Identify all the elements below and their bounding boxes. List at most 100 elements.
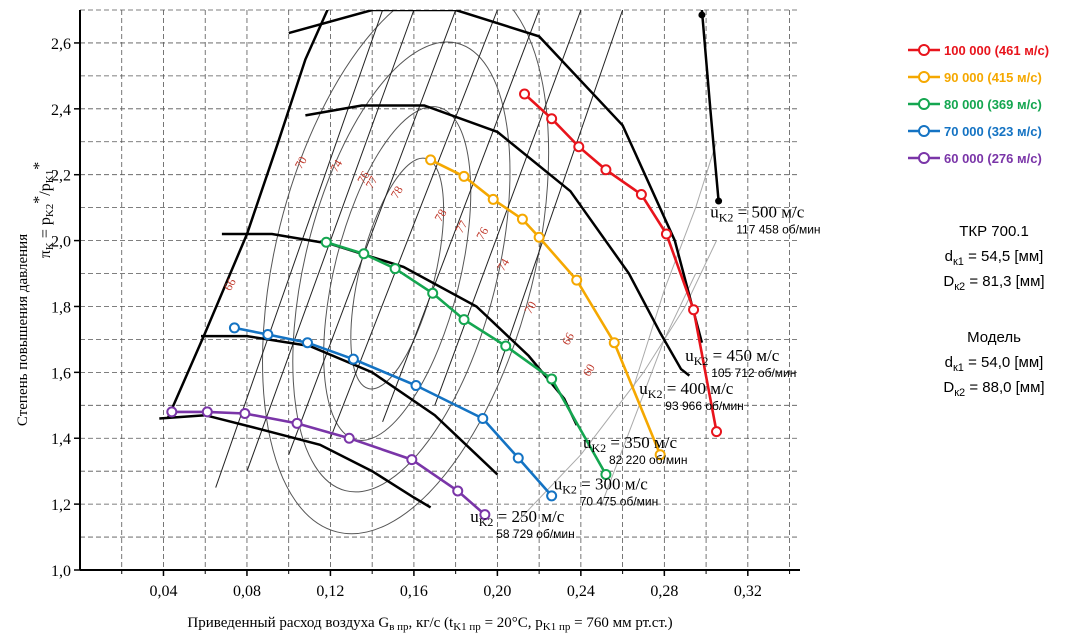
series-point-3 xyxy=(301,337,313,349)
efficiency-label: 78 xyxy=(388,184,406,201)
ticks: 0,04 0,08 0,12 0,16 0,20 0,24 0,28 0,32 1,0 1,2 1,… xyxy=(51,36,791,600)
rpm-annotation: 93 966 об/мин xyxy=(665,399,744,413)
rpm-annotation: 70 475 об/мин xyxy=(580,494,659,508)
legend-label: 90 000 (415 м/с) xyxy=(944,70,1042,85)
speed-annotation: uK2 = 300 м/с xyxy=(554,474,648,496)
series-point-2 xyxy=(389,263,401,275)
series-point-1 xyxy=(571,274,583,286)
x-tick-label: 0,08 xyxy=(233,583,261,600)
series-point-2 xyxy=(320,236,332,248)
series-point-2 xyxy=(600,468,612,480)
series-point-3 xyxy=(477,412,489,424)
series-point-2 xyxy=(458,314,470,326)
y-tick-label: 2,4 xyxy=(51,102,71,119)
rpm-annotation: 105 712 об/мин xyxy=(711,366,796,380)
y-tick-label: 2,6 xyxy=(51,36,71,53)
series-point-1 xyxy=(487,193,499,205)
tkr-d2: Dк2 = 81,3 [мм] xyxy=(943,273,1044,293)
y-axis-label: Степень повышения давления xyxy=(15,234,31,426)
series-point-1 xyxy=(654,449,666,461)
info-block-model: Модель dк1 = 54,0 [мм] Dк2 = 88,0 [мм] xyxy=(943,329,1044,399)
x-tick-label: 0,16 xyxy=(400,583,428,600)
y-tick-label: 1,8 xyxy=(51,299,71,316)
series-point-0 xyxy=(688,304,700,316)
series-point-4 xyxy=(479,509,491,521)
series-line-3 xyxy=(234,326,553,497)
x-tick-label: 0,04 xyxy=(149,583,177,600)
series-point-1 xyxy=(608,337,620,349)
series-point-0 xyxy=(635,188,647,200)
gray-curve xyxy=(517,240,717,521)
model-title: Модель xyxy=(967,329,1021,346)
legend-label: 80 000 (369 м/с) xyxy=(944,97,1042,112)
y-tick-label: 1,2 xyxy=(51,497,71,514)
series-point-4 xyxy=(452,485,464,497)
series-point-4 xyxy=(201,406,213,418)
series-line-0 xyxy=(523,93,718,432)
y-tick-label: 1,4 xyxy=(51,431,71,448)
series-point-1 xyxy=(516,213,528,225)
speed-line-diagonal xyxy=(382,10,540,422)
grid xyxy=(80,9,800,570)
y-tick-label: 1,6 xyxy=(51,365,71,382)
series-line-1 xyxy=(430,158,662,456)
choke-point xyxy=(698,11,706,19)
x-tick-label: 0,24 xyxy=(567,583,595,600)
rpm-annotation: 117 458 об/мин xyxy=(736,223,820,237)
legend-label: 100 000 (461 м/с) xyxy=(944,43,1049,58)
model-d2: Dк2 = 88,0 [мм] xyxy=(943,379,1044,399)
series-point-0 xyxy=(600,164,612,176)
series-point-0 xyxy=(573,141,585,153)
series-point-3 xyxy=(512,452,524,464)
efficiency-contour xyxy=(292,41,511,493)
series-point-4 xyxy=(406,454,418,466)
efficiency-label: 77 xyxy=(452,218,470,235)
y-tick-label: 1,0 xyxy=(51,563,71,580)
speed-annotation: uK2 = 400 м/с xyxy=(639,379,733,401)
series-point-4 xyxy=(291,417,303,429)
efficiency-label: 78 xyxy=(432,207,450,224)
series-point-4 xyxy=(239,408,251,420)
rpm-annotation: 82 220 об/мин xyxy=(609,453,688,467)
speed-annotation: uK2 = 500 м/с xyxy=(710,203,804,225)
series-point-2 xyxy=(358,248,370,260)
x-tick-label: 0,32 xyxy=(734,583,762,600)
rpm-annotation: 58 729 об/мин xyxy=(496,527,575,541)
legend-and-info: 100 000 (461 м/с) 90 000 (415 м/с) 80 000 … xyxy=(908,43,1049,399)
series-point-3 xyxy=(347,353,359,365)
series-point-4 xyxy=(343,432,355,444)
black-speed-line xyxy=(288,10,704,344)
legend-marker xyxy=(918,71,930,83)
series-point-1 xyxy=(425,154,437,166)
series-point-1 xyxy=(533,231,545,243)
speed-line-diagonal xyxy=(496,10,624,373)
legend-label: 60 000 (276 м/с) xyxy=(944,151,1042,166)
series-point-0 xyxy=(519,88,531,100)
series-point-2 xyxy=(546,373,558,385)
choke-point xyxy=(715,197,723,205)
efficiency-label: 66 xyxy=(559,330,577,347)
legend-marker xyxy=(918,98,930,110)
series-point-0 xyxy=(546,113,558,125)
surge-line xyxy=(166,10,329,420)
speed-annotation: uK2 = 450 м/с xyxy=(685,346,779,368)
series-point-3 xyxy=(262,328,274,340)
x-tick-label: 0,12 xyxy=(316,583,344,600)
x-tick-label: 0,20 xyxy=(483,583,511,600)
speed-annotation: uK2 = 250 м/с xyxy=(470,507,564,529)
y-tick-label: 2,2 xyxy=(51,168,71,185)
series-point-0 xyxy=(660,228,672,240)
gray-curve xyxy=(632,141,717,389)
speed-annotation: uK2 = 350 м/с xyxy=(583,433,677,455)
legend: 100 000 (461 м/с) 90 000 (415 м/с) 80 000 … xyxy=(908,43,1049,166)
series-point-0 xyxy=(711,426,723,438)
black-speed-line xyxy=(159,413,432,509)
black-speed-line xyxy=(201,334,499,476)
efficiency-label: 60 xyxy=(580,361,598,378)
info-block-tkr: ТКР 700.1 dк1 = 54,5 [мм] Dк2 = 81,3 [мм… xyxy=(943,223,1044,293)
choke-line xyxy=(700,10,720,202)
legend-marker xyxy=(918,125,930,137)
x-axis-label: Приведенный расход воздуха Gв пр, кг/с (… xyxy=(187,615,672,633)
